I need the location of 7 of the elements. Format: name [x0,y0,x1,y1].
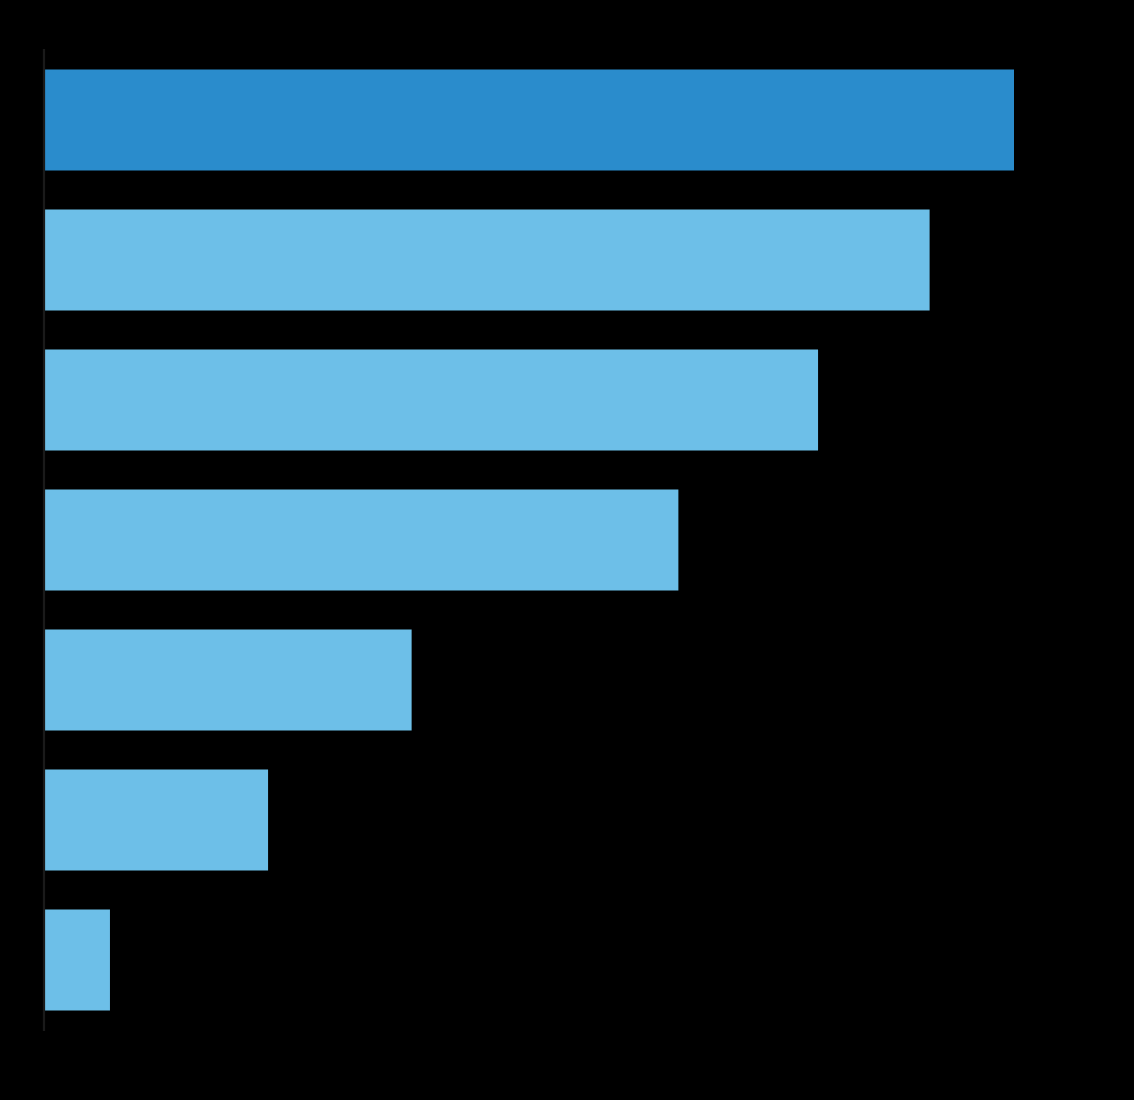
bar [44,349,819,451]
bar [44,489,679,591]
bar [44,909,110,1011]
bar [44,629,412,731]
bar [44,69,1014,171]
bar [44,769,269,871]
bar [44,209,930,311]
